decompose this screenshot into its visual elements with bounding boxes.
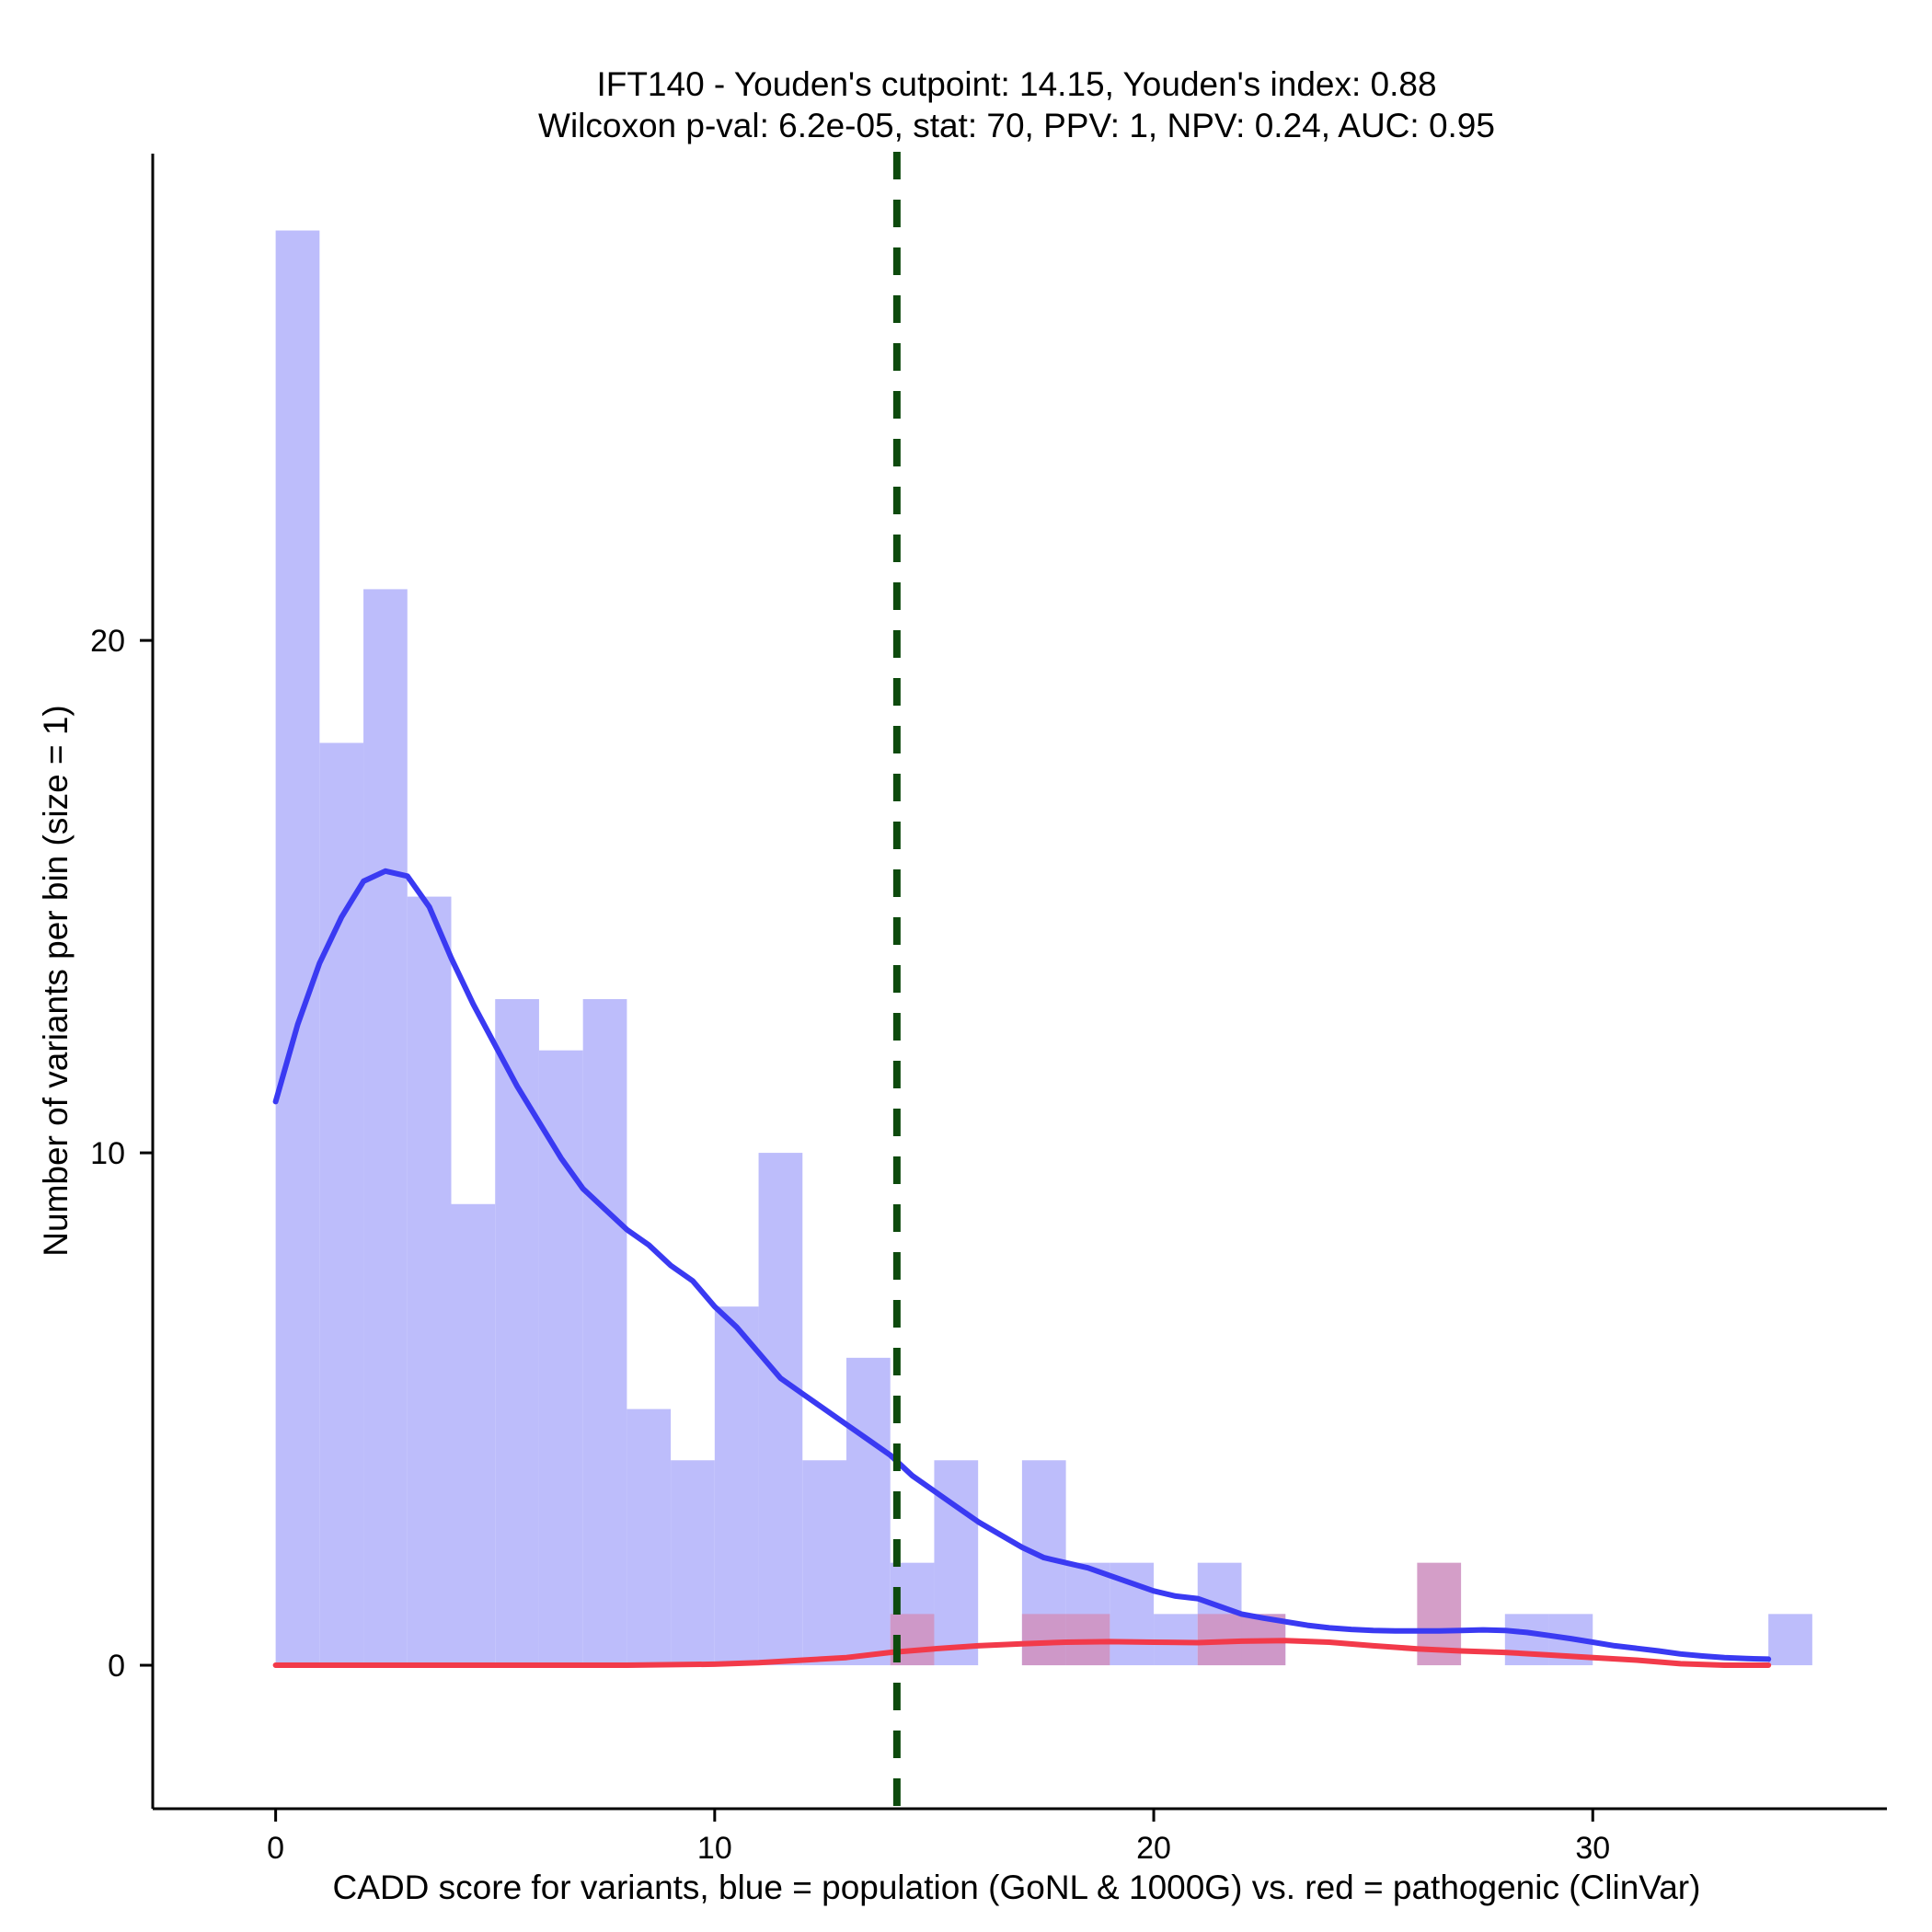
population-bar-34 [1768,1614,1812,1666]
pathogenic-bar-17 [1021,1614,1066,1666]
population-bar-8 [627,1409,672,1666]
population-bar-3 [407,896,452,1666]
population-bar-0 [275,230,320,1666]
population-histogram [275,230,1812,1666]
x-tick-label-10: 10 [697,1831,732,1866]
chart-title: IFT140 - Youden's cutpoint: 14.15, Youde… [596,65,1436,103]
axes [151,154,1887,1811]
axis-ticks: 0 10 20 30 0 10 20 [90,624,1610,1866]
population-bar-9 [671,1460,715,1666]
population-bar-2 [363,589,408,1666]
population-bar-28 [1504,1614,1549,1666]
population-bar-7 [582,998,627,1666]
x-tick-label-0: 0 [267,1831,284,1866]
population-bar-1 [319,742,364,1666]
chart-subtitle: Wilcoxon p-val: 6.2e-05, stat: 70, PPV: … [538,107,1495,144]
y-axis-title: Number of variants per bin (size = 1) [37,705,75,1256]
x-tick-label-20: 20 [1136,1831,1171,1866]
x-axis-title: CADD score for variants, blue = populati… [333,1869,1701,1906]
population-bar-5 [495,998,539,1666]
y-tick-label-20: 20 [90,624,125,659]
density-lines [272,868,1772,1668]
population-density-line [272,868,1772,1662]
population-bar-15 [934,1460,979,1666]
y-tick-label-10: 10 [90,1136,125,1171]
x-tick-label-30: 30 [1575,1831,1610,1866]
pathogenic-density-line [272,1638,1772,1668]
population-bar-10 [714,1306,759,1666]
population-bar-11 [758,1153,803,1666]
population-bar-6 [538,1050,583,1666]
population-bar-12 [802,1460,846,1666]
population-bar-4 [451,1203,496,1666]
population-bar-13 [846,1357,891,1666]
y-tick-label-0: 0 [108,1649,125,1684]
